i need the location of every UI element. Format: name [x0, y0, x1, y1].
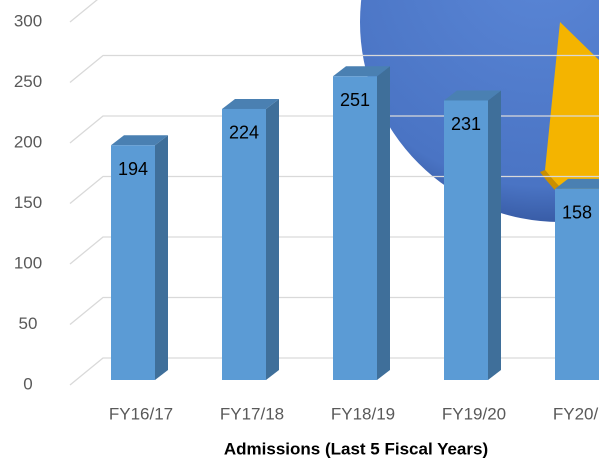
bar-front — [555, 188, 599, 380]
x-tick-label: FY17/18 — [220, 404, 284, 423]
bar-front — [222, 108, 266, 381]
chart-title: Admissions (Last 5 Fiscal Years) — [224, 439, 488, 458]
grid-line — [69, 236, 599, 265]
y-tick-label: 150 — [14, 193, 42, 212]
bar-side — [266, 98, 279, 381]
grid-line — [69, 296, 599, 326]
data-label: 251 — [340, 90, 370, 110]
y-tick-label: 300 — [14, 11, 42, 30]
bar — [111, 135, 168, 380]
grid-line — [69, 357, 599, 386]
x-tick-label: FY18/19 — [331, 404, 395, 423]
grid-line — [69, 115, 599, 144]
y-tick-label: 100 — [14, 253, 42, 272]
bar-side — [488, 90, 501, 381]
bar — [444, 90, 501, 381]
bar-front — [111, 145, 155, 380]
grid-line — [69, 54, 599, 84]
grid — [69, 0, 599, 386]
data-label: 194 — [118, 159, 148, 179]
bar-top — [444, 90, 501, 101]
data-label: 158 — [562, 203, 592, 223]
grid-line — [69, 0, 98, 23]
x-tick-label: FY20/21 — [553, 404, 599, 423]
bar-side — [155, 135, 168, 380]
bar-top — [333, 66, 390, 77]
data-label: 231 — [451, 114, 481, 134]
y-tick-label: 50 — [19, 314, 38, 333]
bar — [222, 98, 279, 381]
y-tick-label: 0 — [23, 374, 32, 393]
bars: 194 224 251 231 158 — [111, 66, 599, 381]
bar-front — [444, 100, 488, 381]
grid-line — [69, 175, 599, 205]
bar-top — [555, 178, 599, 189]
y-tick-label: 250 — [14, 72, 42, 91]
bar — [333, 66, 390, 380]
bar-front — [333, 76, 377, 380]
x-tick-label: FY16/17 — [109, 404, 173, 423]
bar-top — [111, 135, 168, 146]
data-label: 224 — [229, 123, 259, 143]
y-tick-label: 200 — [14, 132, 42, 151]
x-tick-label: FY19/20 — [442, 404, 506, 423]
bar-side — [377, 66, 390, 380]
bar — [555, 178, 599, 380]
bar-top — [222, 98, 279, 109]
